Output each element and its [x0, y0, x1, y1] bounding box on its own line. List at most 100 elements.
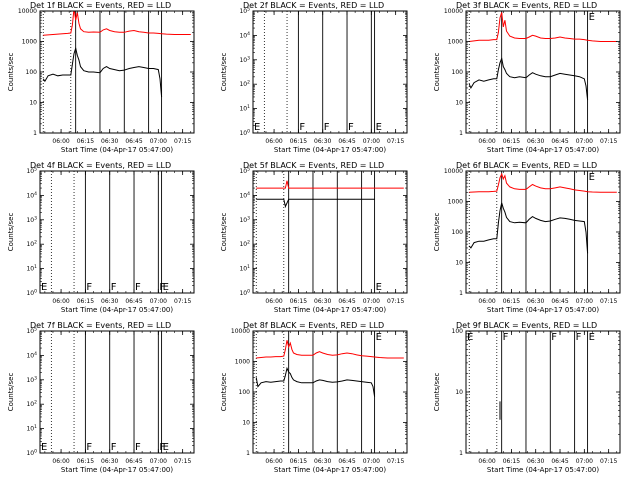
y-tick-mantissa: 10	[239, 266, 247, 273]
y-tick-exponent: 0	[34, 289, 37, 295]
x-tick-label: 07:00	[363, 298, 380, 305]
flag-letter: F	[86, 282, 92, 293]
y-tick-exponent: 3	[247, 55, 250, 61]
detector-panel-7: Det 7f BLACK = Events, RED = LLD Start Ti…	[7, 321, 195, 474]
detector-panel-1: Det 1f BLACK = Events, RED = LLD Start Ti…	[7, 1, 195, 154]
y-tick-mantissa: 10	[239, 106, 247, 113]
y-tick-label: 101	[239, 264, 250, 273]
plot-frame	[465, 10, 621, 134]
x-axis-label: Start Time (04-Apr-17 05:47:00)	[274, 466, 386, 474]
events-series-line	[255, 366, 376, 397]
y-tick-exponent: 4	[34, 191, 37, 197]
plot-area	[255, 171, 404, 293]
x-tick-label: 06:00	[478, 138, 495, 145]
x-axis-label: Start Time (04-Apr-17 05:47:00)	[274, 146, 386, 154]
panel-title: Det 8f BLACK = Events, RED = LLD	[243, 321, 384, 330]
y-tick-exponent: 3	[34, 375, 37, 381]
flag-letter: E	[163, 442, 169, 453]
y-tick-exponent: 5	[247, 167, 250, 173]
y-tick-mantissa: 10	[239, 217, 247, 224]
y-axis-label: Counts/sec	[220, 213, 228, 252]
y-tick-mantissa: 10	[26, 328, 34, 335]
flag-letter: F	[86, 442, 92, 453]
lld-series-line	[469, 12, 617, 42]
x-tick-label: 07:15	[174, 298, 191, 305]
panel-title: Det 9f BLACK = Events, RED = LLD	[456, 321, 597, 330]
flag-letter: F	[111, 282, 117, 293]
y-tick-exponent: 5	[247, 7, 250, 13]
y-tick-exponent: 2	[34, 400, 37, 406]
flag-letter: E	[376, 282, 382, 293]
y-axis-label: Counts/sec	[7, 213, 15, 252]
panel-title: Det 5f BLACK = Events, RED = LLD	[243, 161, 384, 170]
x-tick-label: 07:00	[150, 138, 167, 145]
x-axis-label: Start Time (04-Apr-17 05:47:00)	[487, 466, 599, 474]
x-tick-label: 07:00	[363, 458, 380, 465]
x-tick-label: 06:00	[52, 138, 69, 145]
flag-letter: E	[589, 172, 595, 183]
y-tick-label: 1000	[22, 39, 37, 46]
x-tick-label: 06:00	[52, 458, 69, 465]
x-axis-label: Start Time (04-Apr-17 05:47:00)	[487, 146, 599, 154]
x-tick-label: 06:30	[314, 298, 331, 305]
y-tick-label: 10000	[18, 8, 37, 15]
x-axis-label: Start Time (04-Apr-17 05:47:00)	[61, 306, 173, 314]
x-tick-label: 06:30	[101, 298, 118, 305]
detector-panel-5: Det 5f BLACK = Events, RED = LLD Start Ti…	[220, 161, 408, 314]
plot-frame	[252, 10, 408, 134]
y-tick-label: 10	[455, 260, 463, 267]
y-tick-label: 1000	[448, 39, 463, 46]
x-tick-label: 06:15	[77, 298, 94, 305]
x-tick-label: 06:30	[314, 138, 331, 145]
y-axis-label: Counts/sec	[433, 213, 441, 252]
y-tick-label: 101	[26, 264, 37, 273]
flag-letter: F	[551, 332, 557, 343]
lld-series-line	[256, 340, 404, 359]
y-tick-label: 105	[239, 7, 250, 16]
y-tick-label: 1000	[235, 359, 250, 366]
plot-area	[50, 171, 163, 293]
x-axis-label: Start Time (04-Apr-17 05:47:00)	[61, 146, 173, 154]
y-tick-mantissa: 10	[239, 81, 247, 88]
x-tick-label: 06:45	[125, 298, 142, 305]
y-tick-label: 105	[26, 167, 37, 176]
y-tick-label: 100	[239, 389, 251, 396]
x-tick-label: 06:30	[101, 458, 118, 465]
y-tick-mantissa: 10	[26, 426, 34, 433]
y-tick-label: 101	[26, 424, 37, 433]
x-tick-label: 06:45	[125, 458, 142, 465]
y-tick-label: 1	[246, 450, 250, 457]
y-axis-label: Counts/sec	[433, 53, 441, 92]
y-tick-label: 102	[239, 240, 250, 249]
y-tick-mantissa: 10	[26, 352, 34, 359]
y-tick-mantissa: 10	[26, 217, 34, 224]
x-tick-label: 06:00	[478, 458, 495, 465]
x-tick-label: 06:30	[527, 298, 544, 305]
x-axis-label: Start Time (04-Apr-17 05:47:00)	[274, 306, 386, 314]
y-tick-mantissa: 10	[239, 168, 247, 175]
y-tick-label: 102	[239, 80, 250, 89]
y-tick-mantissa: 10	[239, 130, 247, 137]
flag-letter: E	[589, 12, 595, 23]
y-tick-mantissa: 10	[26, 290, 34, 297]
y-tick-label: 100	[239, 129, 250, 138]
y-tick-mantissa: 10	[239, 8, 247, 15]
flag-letter: E	[41, 282, 47, 293]
x-tick-label: 07:00	[576, 458, 593, 465]
panel-title: Det 7f BLACK = Events, RED = LLD	[30, 321, 171, 330]
y-tick-label: 1000	[448, 199, 463, 206]
x-tick-label: 06:00	[478, 298, 495, 305]
flag-letter: F	[503, 332, 509, 343]
plot-area	[50, 331, 163, 453]
x-tick-label: 06:00	[52, 298, 69, 305]
y-tick-label: 100	[452, 69, 464, 76]
x-tick-label: 06:45	[125, 138, 142, 145]
flag-letter: F	[348, 122, 354, 133]
y-tick-mantissa: 10	[26, 168, 34, 175]
x-tick-label: 07:15	[387, 458, 404, 465]
y-tick-label: 1	[459, 450, 463, 457]
y-axis-label: Counts/sec	[433, 373, 441, 412]
y-tick-mantissa: 10	[239, 57, 247, 64]
x-tick-label: 07:15	[600, 138, 617, 145]
